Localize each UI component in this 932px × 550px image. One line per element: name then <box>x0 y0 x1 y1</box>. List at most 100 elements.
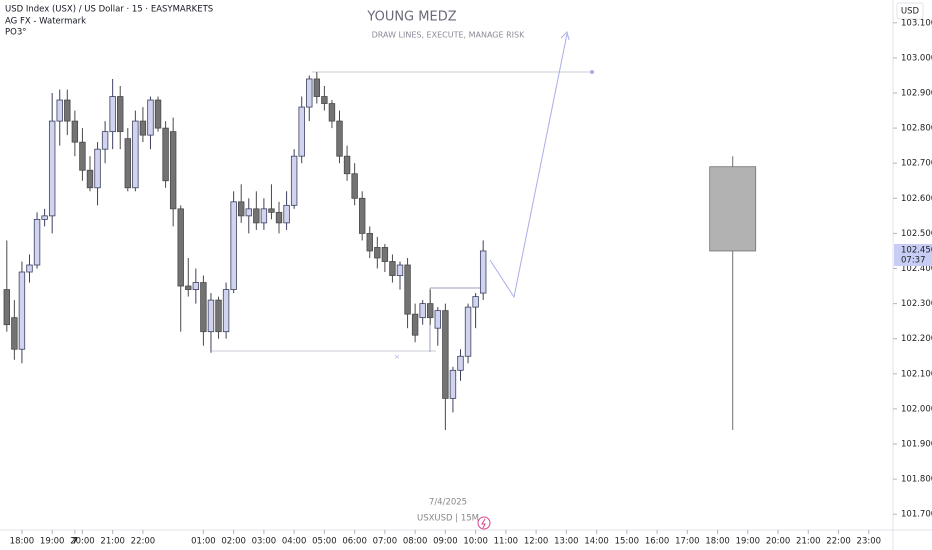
candle-body <box>472 296 479 308</box>
candle-body <box>33 218 41 266</box>
candle-body <box>215 299 222 333</box>
replay-icon-bolt <box>481 518 486 529</box>
y-tick-label: 102.300 <box>901 299 932 309</box>
replay-icon[interactable] <box>477 516 491 530</box>
candle-body <box>283 204 290 224</box>
candle-body <box>351 173 358 199</box>
candle-body <box>169 131 177 210</box>
candle-body <box>200 282 207 333</box>
x-tick-label: 7 <box>72 537 78 547</box>
x-tick-label: 22:00 <box>826 537 851 547</box>
x-tick-label: 19:00 <box>736 537 761 547</box>
x-tick-label: 16:00 <box>645 537 670 547</box>
candle-body <box>41 215 48 220</box>
x-tick-label: 13:00 <box>554 537 579 547</box>
candle-body <box>709 166 757 252</box>
indicator-name[interactable]: PO3° <box>5 28 26 38</box>
x-tick-label: 08:00 <box>403 537 428 547</box>
y-tick-label: 102.700 <box>901 159 932 169</box>
candle-body <box>419 303 426 319</box>
candle-body <box>147 99 154 136</box>
y-tick-label: 102.400 <box>901 264 932 274</box>
y-tick-label: 101.800 <box>901 475 932 485</box>
drawn-handle[interactable] <box>590 70 594 74</box>
x-tick-label: 21:00 <box>100 537 125 547</box>
candle-body <box>275 211 283 224</box>
candle-body <box>86 169 94 189</box>
x-tick-label: 05:00 <box>312 537 337 547</box>
candle-body <box>56 99 63 122</box>
last-price-label: 102.450 <box>901 245 932 255</box>
candle-body <box>358 197 366 234</box>
x-tick-label: 17:00 <box>675 537 700 547</box>
candle-body <box>396 264 404 276</box>
x-tick-label: 21:00 <box>796 537 821 547</box>
candle-body <box>381 247 389 262</box>
candle-body <box>154 99 162 129</box>
candle-body <box>132 120 139 189</box>
x-tick-label: 06:00 <box>342 537 367 547</box>
y-tick-label: 102.600 <box>901 194 932 204</box>
candle-body <box>109 96 116 133</box>
x-tick-label: 15:00 <box>615 537 640 547</box>
candle-body <box>253 208 260 224</box>
y-tick-label: 102.000 <box>901 404 932 414</box>
candle-body <box>374 247 381 259</box>
candle-body <box>185 285 192 290</box>
candle-body <box>457 355 464 371</box>
x-tick-label: 18:00 <box>10 537 35 547</box>
countdown-label: 07:37 <box>901 255 926 265</box>
last-price-box <box>894 243 932 266</box>
candle-body <box>162 127 169 182</box>
candle-body <box>442 310 449 399</box>
candle-body <box>124 138 131 189</box>
x-tick-label: 20:00 <box>70 537 95 547</box>
candle-body <box>101 131 109 150</box>
y-tick-label: 103.100 <box>901 18 932 28</box>
candle-body <box>321 96 328 104</box>
watermark-subtitle: DRAW LINES, EXECUTE, MANAGE RISK <box>372 31 525 40</box>
y-tick-label: 101.900 <box>901 440 932 450</box>
x-tick-label: 09:00 <box>433 537 458 547</box>
candle-body <box>71 120 79 143</box>
candle-body <box>48 120 56 217</box>
candle-body <box>26 264 33 273</box>
x-tick-label: 18:00 <box>705 537 730 547</box>
candle-body <box>404 264 411 315</box>
y-tick-label: 102.500 <box>901 229 932 239</box>
x-tick-label: 10:00 <box>463 537 488 547</box>
candle-body <box>343 155 351 175</box>
candle-body <box>94 148 101 189</box>
candle-body <box>79 141 86 171</box>
candle-body <box>64 99 71 122</box>
candle-body <box>245 208 252 217</box>
candle-body <box>238 201 245 217</box>
candle-body <box>298 106 305 157</box>
candle-body <box>3 289 11 326</box>
candle-body <box>306 78 313 108</box>
candle-body <box>427 303 434 319</box>
candle-body <box>207 299 215 333</box>
x-tick-label: 04:00 <box>282 537 307 547</box>
indicator-name[interactable]: AG FX - Watermark <box>5 17 86 27</box>
x-tick-label: 01:00 <box>191 537 216 547</box>
projection-path[interactable] <box>489 33 568 299</box>
x-tick-label: 14:00 <box>584 537 609 547</box>
y-tick-label: 102.100 <box>901 369 932 379</box>
candle-body <box>389 261 396 276</box>
x-tick-label: 19:00 <box>40 537 65 547</box>
candle-body <box>464 306 472 357</box>
x-tick-label: 20:00 <box>766 537 791 547</box>
candle-body <box>268 208 275 213</box>
candle-body <box>411 313 419 336</box>
candle-body <box>117 96 124 133</box>
symbol-title[interactable]: USD Index (USX) / US Dollar · 15 · EASYM… <box>5 5 213 15</box>
currency-button[interactable] <box>896 2 924 20</box>
x-tick-label: 22:00 <box>131 537 156 547</box>
candle-body <box>328 103 336 122</box>
candle-body <box>434 310 442 329</box>
watermark-symbol: USXUSD | 15M <box>417 514 479 524</box>
x-tick-label: 11:00 <box>494 537 519 547</box>
